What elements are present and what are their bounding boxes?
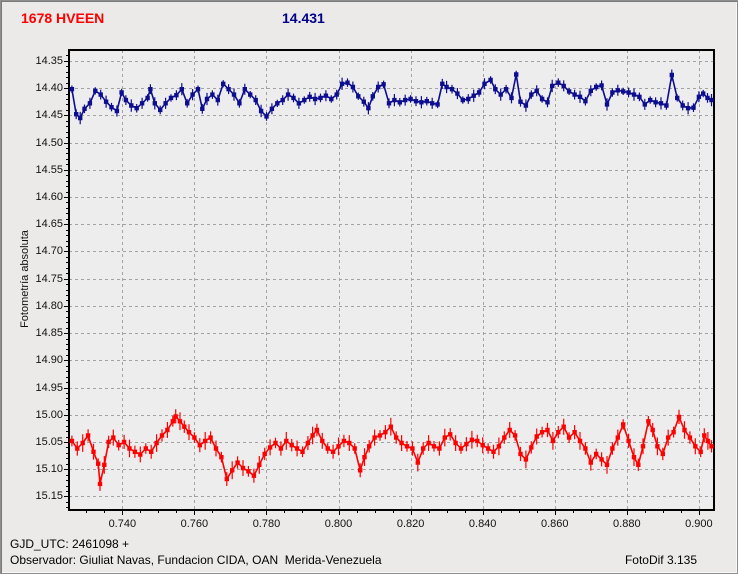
- comparison-magnitude-value: 14.431: [282, 10, 325, 26]
- x-tick-label: 0.860: [540, 518, 569, 530]
- x-tick-label: 0.740: [108, 518, 137, 530]
- x-tick-label: 0.820: [396, 518, 425, 530]
- y-tick-label: 14.65: [35, 218, 63, 231]
- y-tick-label: 14.80: [35, 299, 63, 312]
- x-tick-label: 0.840: [468, 518, 497, 530]
- y-tick-label: 14.75: [35, 272, 63, 285]
- y-tick-label: 14.45: [35, 109, 63, 122]
- object-name-label: 1678 HVEEN: [21, 10, 105, 26]
- gjd-utc-label: GJD_UTC: 2461098 +: [10, 537, 130, 551]
- y-tick-label: 15.10: [35, 463, 63, 476]
- y-tick-label: 14.40: [35, 82, 63, 95]
- y-tick-label: 14.50: [35, 136, 63, 149]
- series-red-markers: [69, 414, 714, 487]
- app-version-label: FotoDif 3.135: [624, 553, 697, 567]
- series-red-line: [71, 415, 713, 485]
- y-tick-label: 14.70: [35, 245, 63, 258]
- y-tick-label: 14.95: [35, 381, 63, 394]
- series-blue-markers: [69, 72, 714, 121]
- x-tick-label: 0.880: [613, 518, 641, 530]
- y-tick-label: 15.00: [35, 408, 63, 421]
- y-tick-label: 14.55: [35, 163, 63, 176]
- y-tick-label: 15.15: [35, 490, 63, 503]
- x-tick-label: 0.780: [252, 518, 281, 530]
- x-tick-label: 0.800: [324, 518, 353, 530]
- y-tick-label: 14.60: [35, 190, 63, 203]
- x-tick-label: 0.900: [685, 518, 713, 530]
- y-tick-label: 15.05: [35, 435, 63, 448]
- y-tick-label: 14.90: [35, 354, 63, 367]
- y-tick-label: 14.85: [35, 327, 63, 340]
- observer-label: Observador: Giuliat Navas, Fundacion CID…: [10, 553, 382, 567]
- plot-area: [69, 50, 714, 510]
- y-tick-label: 14.35: [35, 54, 63, 67]
- x-tick-label: 0.760: [180, 518, 209, 530]
